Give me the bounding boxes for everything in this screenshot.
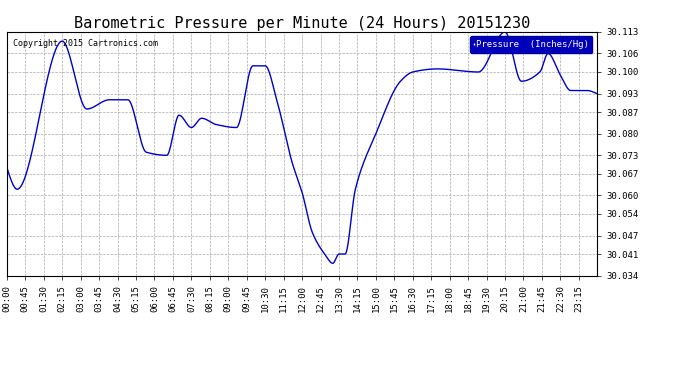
Legend: Pressure  (Inches/Hg): Pressure (Inches/Hg) [471,36,592,52]
Title: Barometric Pressure per Minute (24 Hours) 20151230: Barometric Pressure per Minute (24 Hours… [74,16,530,31]
Text: Copyright 2015 Cartronics.com: Copyright 2015 Cartronics.com [13,39,158,48]
